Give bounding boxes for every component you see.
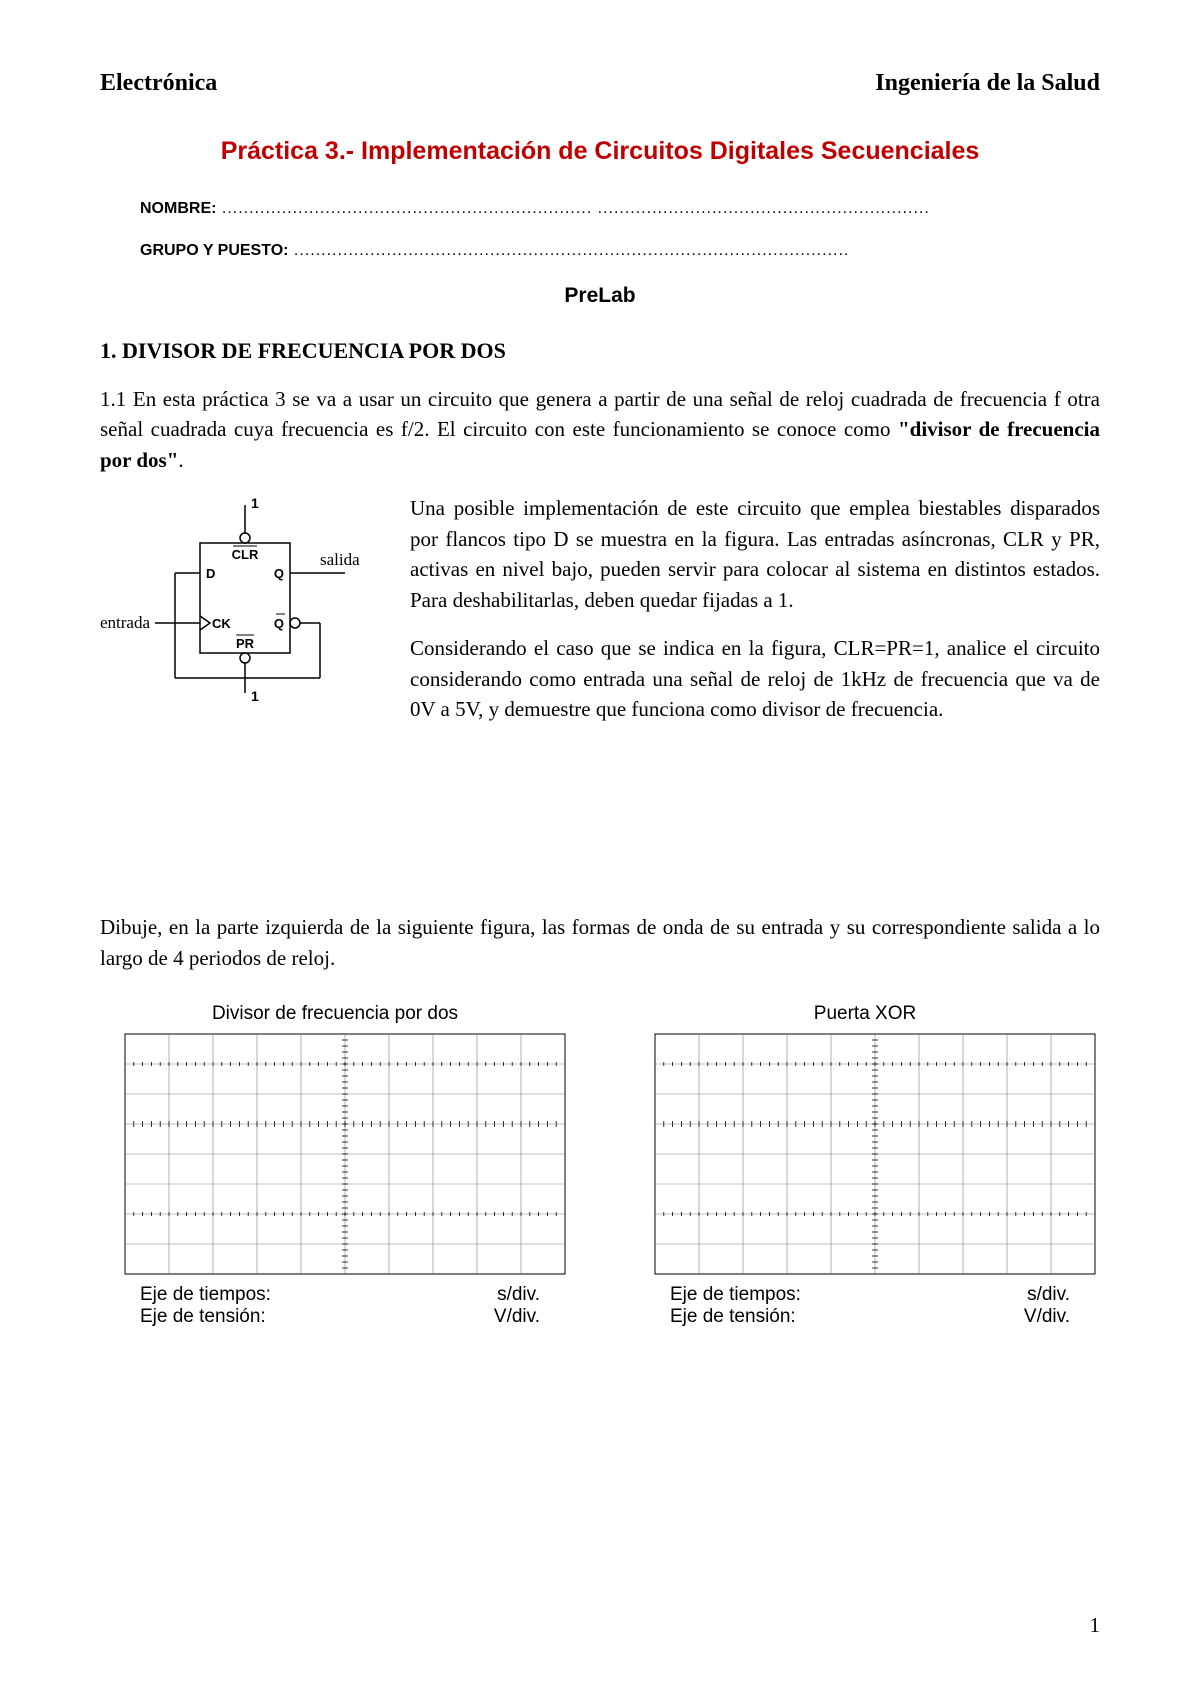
- d-flipflop-circuit-icon: 1 CLR 1 PR D CK entrada Qsalida Q: [100, 493, 380, 713]
- sdiv-label: s/div.: [497, 1284, 540, 1306]
- svg-text:Q: Q: [274, 616, 284, 631]
- svg-text:CK: CK: [212, 616, 231, 631]
- scope-left-caption-1: Eje de tiempos: s/div.: [100, 1284, 570, 1306]
- svg-text:D: D: [206, 566, 215, 581]
- scope-left-title: Divisor de frecuencia por dos: [100, 1003, 570, 1025]
- scope-right-caption-2: Eje de tensión: V/div.: [630, 1306, 1100, 1328]
- scope-right-caption-1: Eje de tiempos: s/div.: [630, 1284, 1100, 1306]
- svg-text:entrada: entrada: [100, 613, 150, 632]
- task-paragraph: Dibuje, en la parte izquierda de la sigu…: [100, 912, 1100, 973]
- svg-text:salida: salida: [320, 550, 360, 569]
- vdiv-label: V/div.: [494, 1306, 540, 1328]
- nombre-dots: ........................................…: [216, 200, 929, 217]
- eje-tiempos-label-r: Eje de tiempos:: [670, 1284, 801, 1306]
- scope-right-title: Puerta XOR: [630, 1003, 1100, 1025]
- header-left: Electrónica: [100, 70, 217, 97]
- figure-and-text-row: 1 CLR 1 PR D CK entrada Qsalida Q Una posible im…: [100, 493, 1100, 742]
- paragraph-analysis: Considerando el caso que se indica en la…: [410, 633, 1100, 724]
- eje-tension-label: Eje de tensión:: [140, 1306, 266, 1328]
- document-title: Práctica 3.- Implementación de Circuitos…: [100, 137, 1100, 166]
- page-number: 1: [1090, 1613, 1101, 1638]
- nombre-label: NOMBRE:: [140, 200, 216, 217]
- scope-right: Puerta XOR Eje de tiempos: s/div. Eje de…: [630, 1003, 1100, 1328]
- svg-text:Q: Q: [274, 566, 284, 581]
- grupo-label: GRUPO Y PUESTO:: [140, 242, 288, 259]
- page-header: Electrónica Ingeniería de la Salud: [100, 70, 1100, 97]
- paragraph-1-1: 1.1 En esta práctica 3 se va a usar un c…: [100, 384, 1100, 475]
- svg-text:1: 1: [251, 495, 259, 511]
- scope-left: Divisor de frecuencia por dos Eje de tie…: [100, 1003, 570, 1328]
- svg-text:CLR: CLR: [232, 547, 259, 562]
- scope-grid-left: [100, 1029, 570, 1279]
- group-field-line: GRUPO Y PUESTO: ........................…: [140, 242, 1100, 260]
- eje-tiempos-label: Eje de tiempos:: [140, 1284, 271, 1306]
- name-field-line: NOMBRE: ................................…: [140, 200, 1100, 218]
- scope-grid-right: [630, 1029, 1100, 1279]
- vdiv-label-r: V/div.: [1024, 1306, 1070, 1328]
- scope-left-caption-2: Eje de tensión: V/div.: [100, 1306, 570, 1328]
- svg-text:PR: PR: [236, 636, 255, 651]
- circuit-figure: 1 CLR 1 PR D CK entrada Qsalida Q: [100, 493, 380, 742]
- oscilloscope-grids-row: Divisor de frecuencia por dos Eje de tie…: [100, 1003, 1100, 1328]
- paragraph-impl: Una posible implementación de este circu…: [410, 493, 1100, 615]
- header-right: Ingeniería de la Salud: [875, 70, 1100, 97]
- svg-text:1: 1: [251, 688, 259, 704]
- grupo-dots: ........................................…: [288, 242, 849, 259]
- eje-tension-label-r: Eje de tensión:: [670, 1306, 796, 1328]
- section-1-heading: 1. DIVISOR DE FRECUENCIA POR DOS: [100, 338, 1100, 364]
- prelab-heading: PreLab: [100, 284, 1100, 308]
- sdiv-label-r: s/div.: [1027, 1284, 1070, 1306]
